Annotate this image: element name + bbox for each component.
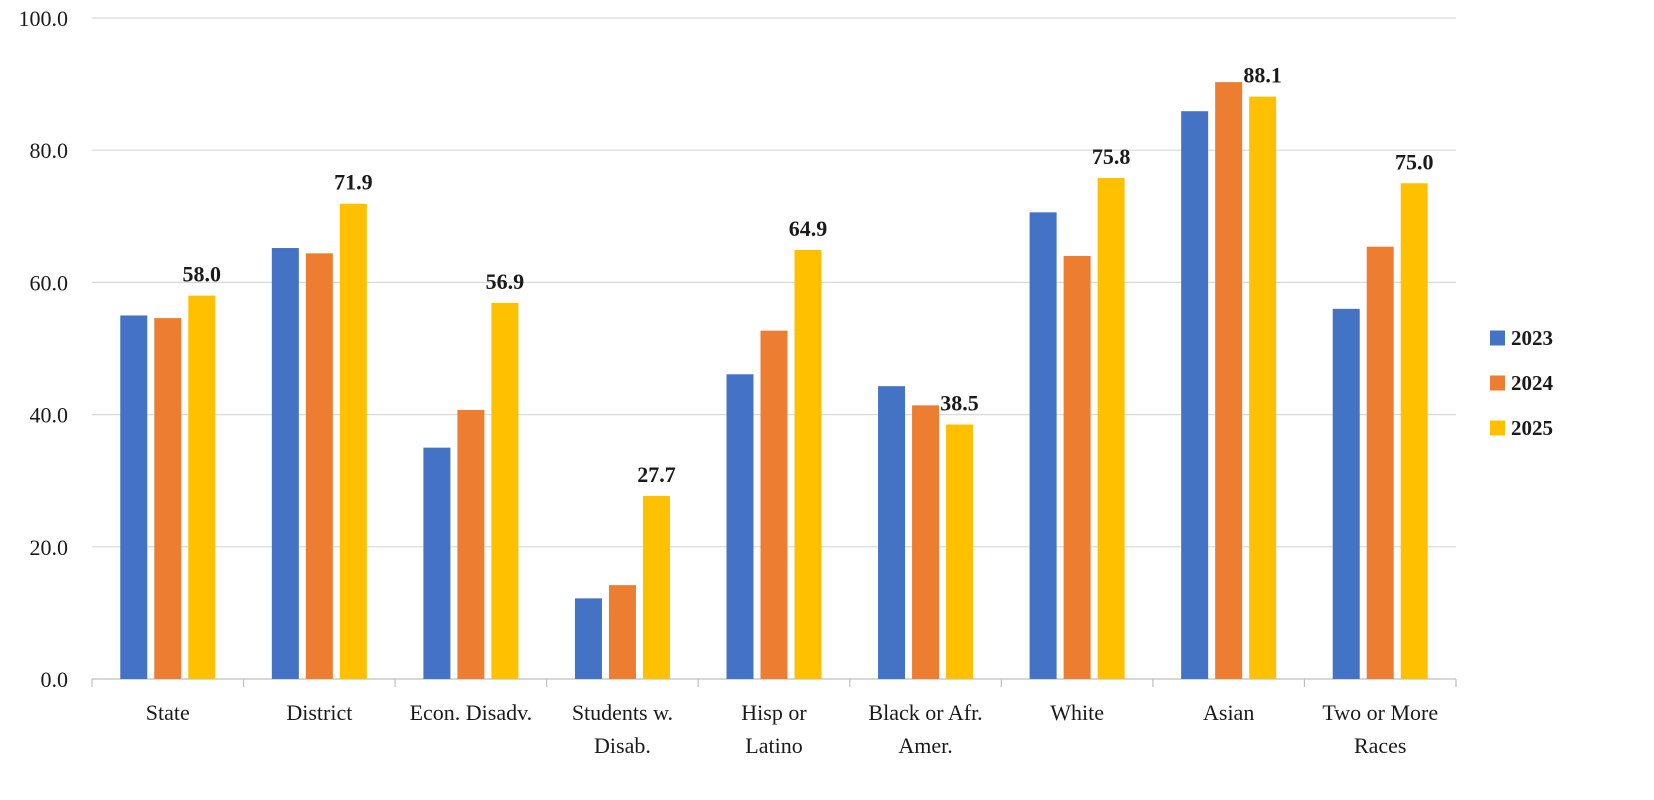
x-category-label: Two or More <box>1322 700 1438 725</box>
data-label: 75.8 <box>1092 144 1131 169</box>
legend-label-2025: 2025 <box>1511 416 1553 440</box>
y-tick-label: 60.0 <box>30 270 69 295</box>
bar-2025 <box>1097 177 1125 679</box>
bar-2024 <box>457 409 485 679</box>
x-category-label: State <box>146 700 190 725</box>
bar-2023 <box>271 248 299 679</box>
legend-swatch-2025 <box>1490 420 1505 436</box>
legend-label-2023: 2023 <box>1511 326 1553 350</box>
data-label: 27.7 <box>637 462 676 487</box>
bar-2023 <box>423 447 451 679</box>
bar-2023 <box>1029 212 1057 680</box>
x-category-label: District <box>286 700 352 725</box>
bar-2024 <box>1215 82 1243 679</box>
bar-2023 <box>1332 308 1360 679</box>
bar-2025 <box>1249 96 1277 679</box>
bar-2024 <box>154 318 182 679</box>
y-tick-label: 40.0 <box>30 403 69 428</box>
y-tick-label: 80.0 <box>30 138 69 163</box>
x-category-label: White <box>1050 700 1104 725</box>
bar-2024 <box>760 330 788 679</box>
bar-2024 <box>1366 246 1394 679</box>
bar-2023 <box>1181 111 1209 680</box>
data-label: 38.5 <box>940 391 979 416</box>
data-label: 64.9 <box>789 216 828 241</box>
x-category-label: Latino <box>745 733 802 758</box>
y-tick-label: 20.0 <box>30 535 69 560</box>
bar-2025 <box>794 250 822 680</box>
bar-2025 <box>642 495 670 679</box>
bar-2025 <box>491 302 519 679</box>
data-label: 71.9 <box>334 170 373 195</box>
x-category-label: Students w. <box>572 700 673 725</box>
legend-swatch-2024 <box>1490 375 1505 391</box>
data-label: 88.1 <box>1243 63 1282 88</box>
x-category-label: Races <box>1354 733 1407 758</box>
bar-2024 <box>608 585 636 679</box>
x-category-label: Econ. Disadv. <box>410 700 533 725</box>
x-category-label: Amer. <box>898 733 952 758</box>
legend-swatch-2023 <box>1490 330 1505 346</box>
y-tick-label: 100.0 <box>19 6 69 31</box>
bar-2025 <box>188 295 216 679</box>
bar-2023 <box>726 374 754 679</box>
bar-2024 <box>1063 255 1091 679</box>
bar-2024 <box>912 405 940 679</box>
x-category-label: Disab. <box>594 733 651 758</box>
y-tick-label: 0.0 <box>41 667 69 692</box>
data-label: 75.0 <box>1395 149 1434 174</box>
data-label: 56.9 <box>486 269 525 294</box>
bar-2024 <box>305 253 333 680</box>
x-category-label: Asian <box>1203 700 1254 725</box>
bar-2025 <box>339 203 367 679</box>
x-category-label: Hisp or <box>741 700 807 725</box>
bar-2023 <box>120 315 148 679</box>
bar-2025 <box>1400 183 1428 679</box>
x-category-label: Black or Afr. <box>868 700 982 725</box>
data-label: 58.0 <box>183 262 222 287</box>
legend-label-2024: 2024 <box>1511 371 1554 395</box>
bar-2025 <box>946 424 974 679</box>
bar-2023 <box>574 598 602 679</box>
bar-2023 <box>878 386 906 679</box>
